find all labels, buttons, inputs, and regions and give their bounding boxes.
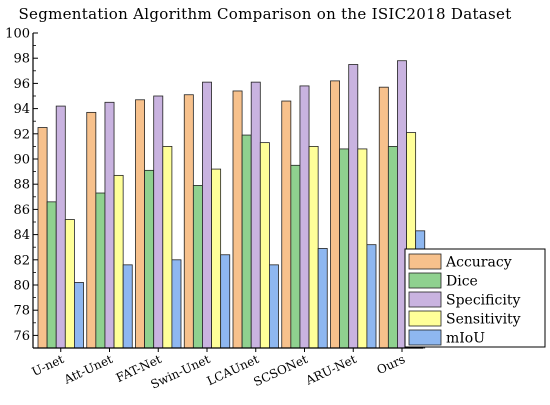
legend-label-miou: mIoU bbox=[446, 331, 485, 347]
bar-sensitivity-u-net bbox=[64, 219, 75, 349]
legend-swatch-dice bbox=[408, 272, 442, 289]
bar-miou-fat-net bbox=[171, 259, 182, 349]
bar-sensitivity-fat-net bbox=[162, 145, 173, 349]
bar-miou-scsonet bbox=[317, 248, 328, 349]
legend: Accuracy Dice Specificity Sensitivity mIoU bbox=[404, 248, 546, 348]
legend-label-sensitivity: Sensitivity bbox=[446, 312, 521, 328]
x-category-label: SCSONet bbox=[251, 352, 310, 389]
bar-accuracy-fat-net bbox=[135, 99, 146, 349]
x-category-label: Ours bbox=[375, 352, 408, 377]
y-tick-label: 94 bbox=[13, 102, 30, 117]
legend-swatch-miou bbox=[408, 329, 442, 346]
bar-sensitivity-scsonet bbox=[308, 145, 319, 349]
axes-group bbox=[32, 33, 423, 349]
bar-miou-u-net bbox=[74, 282, 84, 349]
legend-label-dice: Dice bbox=[446, 274, 478, 290]
bar-specificity-scsonet bbox=[299, 85, 310, 349]
legend-label-specificity: Specificity bbox=[446, 293, 520, 309]
bar-dice-ours bbox=[387, 145, 398, 349]
bar-accuracy-aru-net bbox=[330, 80, 341, 349]
bar-specificity-lcaunet bbox=[250, 81, 261, 349]
bar-accuracy-scsonet bbox=[281, 100, 292, 349]
bar-accuracy-att-unet bbox=[86, 111, 97, 349]
y-ticks-group: 76 78 80 82 84 86 88 90 92 94 96 98 100 bbox=[5, 27, 38, 344]
y-tick-label: 78 bbox=[13, 304, 30, 319]
x-category-label: ARU-Net bbox=[303, 352, 359, 388]
y-tick-label: 92 bbox=[13, 127, 30, 142]
y-tick-label: 98 bbox=[13, 52, 30, 67]
bar-accuracy-ours bbox=[378, 86, 389, 349]
y-tick-label: 100 bbox=[5, 27, 30, 42]
chart-title: Segmentation Algorithm Comparison on the… bbox=[18, 5, 511, 23]
bar-dice-lcaunet bbox=[241, 134, 252, 349]
bar-sensitivity-swin-unet bbox=[211, 168, 222, 349]
bars-group bbox=[37, 60, 426, 349]
bar-specificity-att-unet bbox=[104, 101, 115, 349]
bar-miou-att-unet bbox=[122, 264, 133, 349]
y-tick-label: 82 bbox=[13, 253, 30, 268]
bar-dice-aru-net bbox=[339, 148, 350, 349]
y-tick-label: 88 bbox=[13, 178, 30, 193]
x-category-label: U-net bbox=[30, 352, 67, 379]
bar-specificity-aru-net bbox=[348, 64, 359, 349]
bar-specificity-fat-net bbox=[153, 95, 164, 349]
bar-accuracy-lcaunet bbox=[232, 90, 243, 349]
bar-dice-fat-net bbox=[144, 169, 155, 349]
bar-dice-att-unet bbox=[95, 192, 106, 349]
bar-miou-aru-net bbox=[366, 244, 377, 349]
x-category-label: Att-Unet bbox=[61, 352, 115, 387]
legend-swatch-sensitivity bbox=[408, 310, 442, 327]
bar-specificity-swin-unet bbox=[202, 81, 212, 349]
legend-label-accuracy: Accuracy bbox=[445, 255, 512, 271]
x-category-label: LCAUnet bbox=[205, 352, 261, 388]
bar-sensitivity-aru-net bbox=[357, 148, 368, 349]
bar-miou-swin-unet bbox=[220, 254, 231, 349]
bar-specificity-u-net bbox=[55, 105, 66, 349]
bar-dice-scsonet bbox=[290, 164, 301, 349]
y-tick-label: 90 bbox=[13, 153, 30, 168]
y-tick-label: 86 bbox=[13, 203, 30, 218]
bar-accuracy-swin-unet bbox=[183, 94, 194, 349]
bar-dice-swin-unet bbox=[192, 185, 203, 349]
y-tick-label: 96 bbox=[13, 77, 30, 92]
bar-accuracy-u-net bbox=[37, 127, 48, 349]
bar-miou-lcaunet bbox=[268, 264, 279, 349]
y-tick-label: 76 bbox=[13, 329, 30, 344]
legend-swatch-accuracy bbox=[408, 253, 442, 270]
y-tick-label: 84 bbox=[13, 228, 30, 243]
bar-dice-u-net bbox=[46, 201, 57, 349]
y-tick-label: 80 bbox=[13, 279, 30, 294]
bar-sensitivity-lcaunet bbox=[259, 142, 270, 349]
bar-sensitivity-att-unet bbox=[113, 174, 124, 349]
legend-swatch-specificity bbox=[408, 291, 442, 308]
